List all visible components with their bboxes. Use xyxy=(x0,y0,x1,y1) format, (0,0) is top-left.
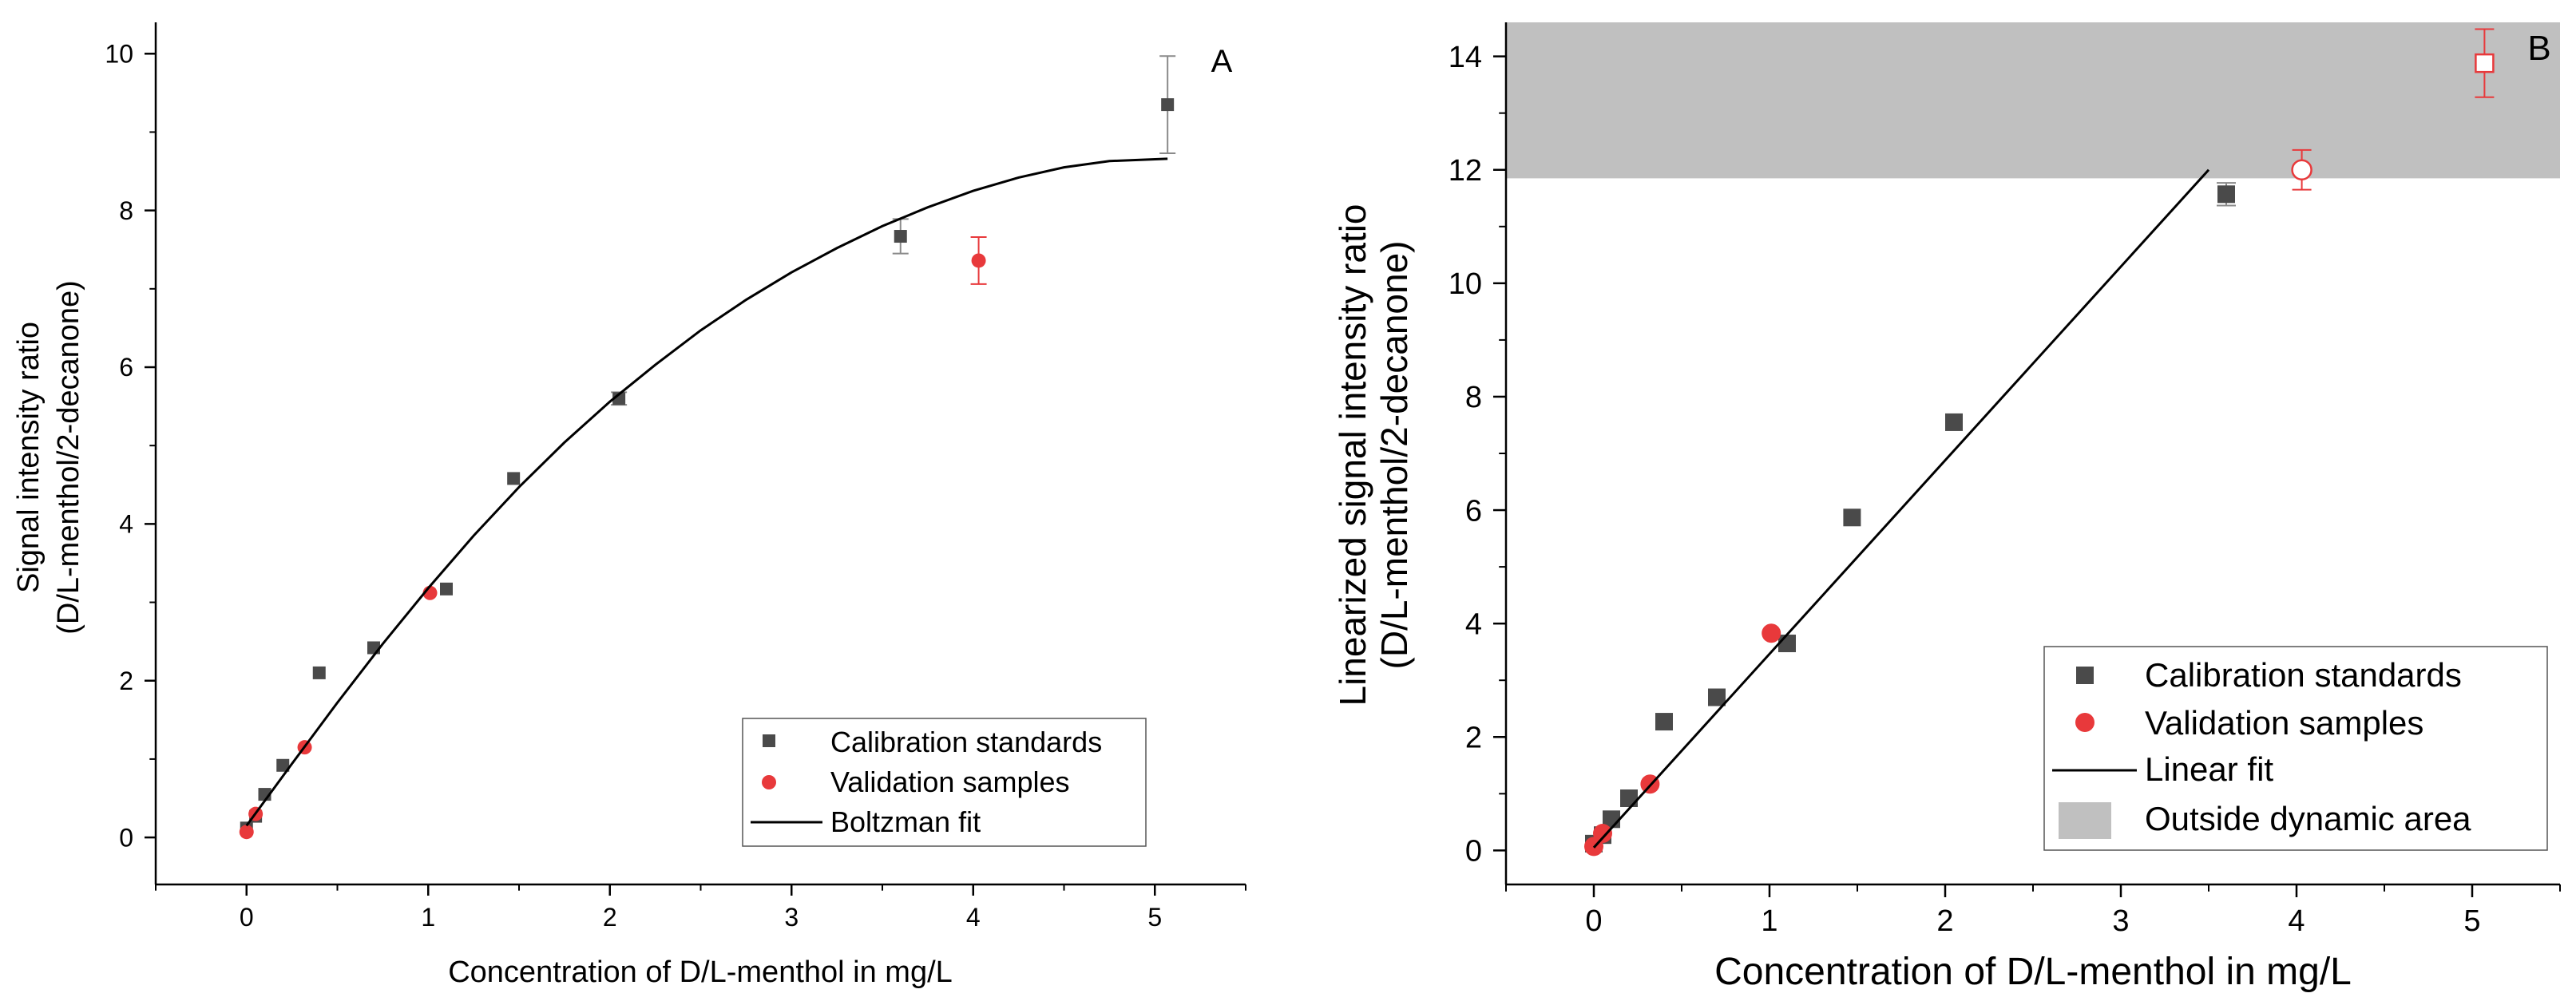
panel-a-x-tick-label: 3 xyxy=(784,903,799,932)
panel-a-y-axis-title-line1: Signal intensity ratio xyxy=(12,322,46,593)
panel-a-y-tick-label: 0 xyxy=(119,823,133,852)
panel-b-validation-point xyxy=(1762,623,1781,643)
panel-b-label: B xyxy=(2527,29,2550,68)
panel-b-legend-fit: Linear fit xyxy=(2145,750,2273,788)
panel-b-x-tick-label: 3 xyxy=(2112,904,2129,938)
panel-b-x-tick-label: 0 xyxy=(1585,904,1602,938)
panel-b-legend-shade-swatch xyxy=(2059,802,2111,839)
panel-a-legend-square-marker xyxy=(763,734,775,747)
panel-a-legend: Calibration standards Validation samples… xyxy=(742,718,1147,847)
panel-a-legend-fit: Boltzman fit xyxy=(830,805,981,838)
panel-b-calibration-point xyxy=(2217,185,2235,204)
panel-a-validation-point xyxy=(971,253,986,268)
panel-b-y-tick-label: 8 xyxy=(1465,381,1482,414)
panel-b-y-tick-label: 2 xyxy=(1465,722,1482,755)
panel-a-legend-circle-marker xyxy=(762,775,776,789)
panel-b-outside-dynamic-area xyxy=(1506,22,2560,179)
panel-b-y-tick-label: 6 xyxy=(1465,494,1482,528)
panel-a-legend-box xyxy=(742,718,1147,847)
panel-b-y-tick-label: 12 xyxy=(1449,154,1482,188)
panel-b-calibration-point xyxy=(1778,635,1796,653)
panel-a-x-axis-title: Concentration of D/L-menthol in mg/L xyxy=(448,956,953,989)
panel-b-calibration-point xyxy=(1655,713,1673,731)
panel-a-y-tick-label: 4 xyxy=(119,510,133,539)
panel-b-legend-box xyxy=(2043,646,2548,851)
panel-b-calibration-point xyxy=(1708,688,1726,706)
panel-b-x-tick-label: 4 xyxy=(2288,904,2305,938)
panel-b-y-axis-title-line1: Linearized signal intensity ratio xyxy=(1332,204,1373,706)
panel-b-calibration-point xyxy=(1945,413,1963,431)
panel-b-y-tick-label: 4 xyxy=(1465,607,1482,641)
panel-b-calibration-point xyxy=(1843,508,1861,527)
panel-a: 0 1 2 3 4 5 0 2 4 6 8 10 A Concentration of D/L-men… xyxy=(12,22,1246,989)
panel-a-calibration-point xyxy=(507,472,521,485)
panel-a-calibration-point xyxy=(367,641,380,655)
panel-a-x-tick-label: 4 xyxy=(966,903,981,932)
panel-a-calibration-point xyxy=(1161,98,1175,112)
panel-a-label: A xyxy=(1211,44,1233,79)
panel-b-outside-point-square xyxy=(2475,53,2495,73)
panel-a-x-tick-label: 0 xyxy=(240,903,254,932)
panel-b-legend-validation: Validation samples xyxy=(2145,704,2423,742)
panel-a-validation-point xyxy=(239,825,254,840)
panel-b-y-axis-title-line2: (D/L-menthol/2-decanone) xyxy=(1373,241,1415,670)
panel-a-calibration-point xyxy=(894,230,907,243)
panel-a-y-tick-label: 10 xyxy=(105,39,133,68)
panel-a-x-tick-label: 1 xyxy=(421,903,435,932)
panel-a-y-tick-label: 2 xyxy=(119,667,133,695)
panel-a-calibration-point xyxy=(312,666,326,679)
panel-b-y-tick-label: 10 xyxy=(1449,267,1482,301)
panel-b-outside-point-circle xyxy=(2291,159,2312,180)
panel-b-legend: Calibration standards Validation samples… xyxy=(2043,646,2548,851)
panel-b-x-tick-label: 2 xyxy=(1936,904,1953,938)
panel-a-x-tick-label: 5 xyxy=(1147,903,1162,932)
panel-a-calibration-point xyxy=(440,582,453,595)
panel-a-y-tick-label: 8 xyxy=(119,196,133,225)
panel-b-y-tick-label: 14 xyxy=(1449,41,1482,74)
panel-b-y-tick-label: 0 xyxy=(1465,835,1482,868)
panel-a-legend-calibration: Calibration standards xyxy=(830,726,1102,758)
panel-a-legend-validation: Validation samples xyxy=(830,766,1070,798)
panel-b-calibration-point xyxy=(1620,789,1638,807)
panel-a-calibration-point xyxy=(612,392,626,406)
panel-b-legend-calibration: Calibration standards xyxy=(2145,656,2462,694)
panel-a-y-axis-title-line2: (D/L-menthol/2-decanone) xyxy=(52,280,85,635)
panel-a-calibration-point xyxy=(276,758,290,772)
panel-a-fit-line xyxy=(245,157,1168,827)
panel-b-validation-point xyxy=(1593,824,1612,844)
panel-b-x-tick-label: 5 xyxy=(2463,904,2480,938)
panel-b-legend-circle-marker xyxy=(2075,713,2094,732)
panel-a-x-tick-label: 2 xyxy=(603,903,617,932)
panel-b-legend-outside: Outside dynamic area xyxy=(2145,800,2471,837)
panel-b-x-axis-title: Concentration of D/L-menthol in mg/L xyxy=(1714,951,2352,993)
panel-b-fit-line xyxy=(1592,168,2210,849)
panel-a-y-tick-label: 6 xyxy=(119,353,133,382)
panel-b-legend-square-marker xyxy=(2076,667,2094,684)
panel-b-x-tick-label: 1 xyxy=(1761,904,1777,938)
